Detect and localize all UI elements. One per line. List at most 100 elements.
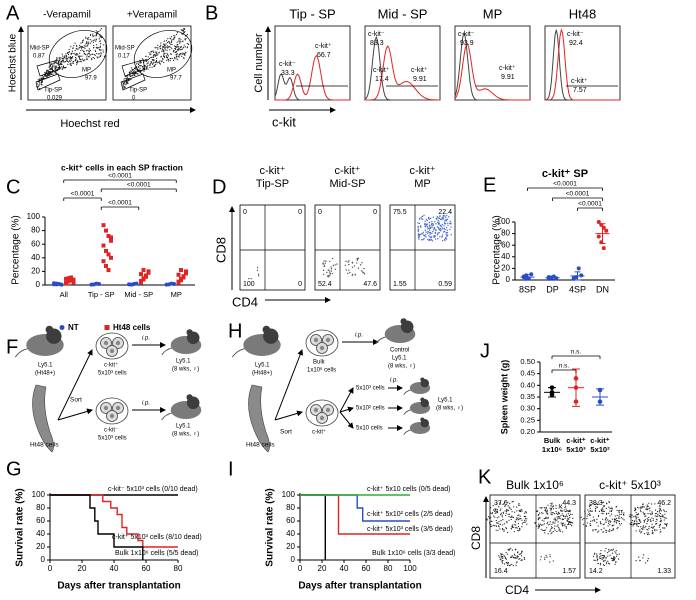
event-dot <box>434 232 436 235</box>
event-dot <box>70 52 73 54</box>
y-tick-label: 100 <box>32 490 46 499</box>
event-dot <box>614 518 616 521</box>
mouse-tail <box>161 347 173 356</box>
event-dot <box>161 50 163 52</box>
event-dot <box>515 564 517 566</box>
event-dot <box>645 562 647 564</box>
event-dot <box>95 38 97 40</box>
event-dot <box>607 562 610 564</box>
event-dot <box>656 515 658 518</box>
event-dot <box>100 37 103 39</box>
event-dot <box>78 58 81 60</box>
event-dot <box>76 60 78 62</box>
event-dot <box>87 41 90 43</box>
event-dot <box>511 555 513 557</box>
event-dot <box>605 563 607 565</box>
event-dot <box>59 62 62 64</box>
event-dot <box>96 44 98 46</box>
event-dot <box>443 238 446 241</box>
event-dot <box>439 227 442 230</box>
event-dot <box>635 508 637 510</box>
event-dot <box>655 520 657 523</box>
event-dot <box>557 518 559 520</box>
event-dot <box>152 59 154 62</box>
event-dot <box>170 36 173 38</box>
event-dot <box>499 556 501 558</box>
event-dot <box>137 66 140 68</box>
event-dot <box>601 501 603 504</box>
event-dot <box>74 58 77 61</box>
event-dot <box>41 84 43 86</box>
event-dot <box>517 522 519 525</box>
event-dot <box>645 515 647 517</box>
event-dot <box>147 68 149 70</box>
event-dot <box>552 505 554 508</box>
event-dot <box>646 504 648 506</box>
event-dot <box>511 563 513 565</box>
event-dot <box>547 504 549 506</box>
plot-title: Tip - SP <box>289 6 335 21</box>
label: 1x10⁶ cells <box>307 367 336 374</box>
event-dot <box>438 229 440 231</box>
gate <box>133 30 193 78</box>
event-dot <box>659 512 661 515</box>
event-dot <box>147 58 150 61</box>
y-tick-label: 80 <box>31 226 40 235</box>
event-dot <box>62 65 64 67</box>
event-dot <box>645 525 647 527</box>
event-dot <box>593 553 596 555</box>
label: (Ht48+) <box>35 371 55 377</box>
point <box>184 269 188 274</box>
event-dot <box>433 236 435 238</box>
label: Ly5.1 <box>176 424 191 430</box>
event-dot <box>171 57 173 60</box>
event-dot <box>526 523 528 525</box>
event-dot <box>508 506 510 508</box>
event-dot <box>611 507 613 509</box>
series-label: c-kit⁺ 5x10 cells (0/5 dead) <box>367 486 450 493</box>
event-dot <box>418 222 421 225</box>
event-dot <box>326 271 328 274</box>
event-dot <box>596 522 598 524</box>
event-dot <box>544 557 546 559</box>
event-dot <box>83 60 85 62</box>
event-dot <box>536 525 538 527</box>
p-value: <0.0001 <box>553 181 577 188</box>
event-dot <box>429 239 432 241</box>
event-dot <box>135 63 138 65</box>
point <box>104 263 108 268</box>
event-dot <box>159 60 161 62</box>
event-dot <box>562 515 565 518</box>
event-dot <box>85 44 87 46</box>
event-dot <box>92 44 95 47</box>
event-dot <box>605 531 607 533</box>
event-dot <box>591 510 593 512</box>
event-dot <box>526 518 528 520</box>
cell-nucleus <box>319 415 325 421</box>
event-dot <box>519 515 521 517</box>
event-dot <box>70 64 73 67</box>
event-dot <box>646 560 649 562</box>
event-dot <box>564 525 566 527</box>
event-dot <box>502 511 504 513</box>
event-dot <box>636 513 638 515</box>
arrow <box>274 410 303 421</box>
event-dot <box>606 502 608 504</box>
event-dot <box>151 58 153 61</box>
event-dot <box>170 53 172 55</box>
event-dot <box>664 527 666 529</box>
event-dot <box>589 514 591 516</box>
facs-frame <box>314 204 381 291</box>
point <box>176 280 181 285</box>
event-dot <box>46 75 49 77</box>
event-dot <box>637 513 639 515</box>
event-dot <box>179 40 181 42</box>
event-dot <box>544 509 546 511</box>
histogram-curve <box>454 43 530 101</box>
event-dot <box>596 555 598 558</box>
event-dot <box>663 527 665 529</box>
event-dot <box>509 502 511 505</box>
event-dot <box>545 511 547 513</box>
event-dot <box>664 513 666 515</box>
event-dot <box>180 52 182 55</box>
